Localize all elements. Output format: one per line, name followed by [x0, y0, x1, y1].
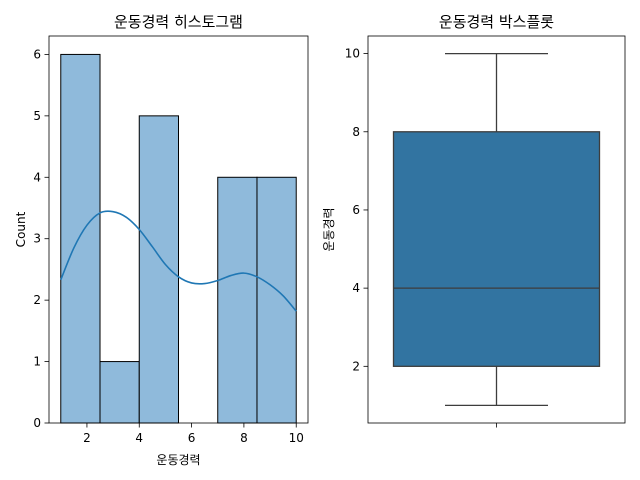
y-tick-label: 4: [352, 281, 360, 295]
histogram-bar: [217, 176, 258, 424]
x-tick-label: 8: [240, 431, 248, 445]
x-tick-label: 6: [188, 431, 196, 445]
histogram-bar: [60, 53, 101, 424]
histogram-panel: 운동경력 히스토그램 2 4 6 8 10 0 1 2 3 4 5 6 운동경력 Count: [14, 13, 309, 467]
x-tick-label: 10: [289, 431, 304, 445]
y-tick-label: 6: [33, 47, 41, 61]
histogram-bar: [138, 115, 179, 424]
y-tick-label: 3: [33, 232, 41, 246]
y-tick-label: 4: [33, 170, 41, 184]
histogram-bar: [256, 176, 297, 424]
histogram-x-label: 운동경력: [156, 453, 200, 467]
boxplot-y-ticks: 2 4 6 8 10: [345, 47, 368, 373]
histogram-bar: [99, 361, 140, 424]
histogram-x-ticks: 2 4 6 8 10: [83, 423, 304, 445]
kde-line: [60, 210, 297, 312]
y-tick-label: 2: [33, 293, 41, 307]
y-tick-label: 1: [33, 355, 41, 369]
x-tick-label: 2: [83, 431, 91, 445]
x-tick-label: 4: [135, 431, 143, 445]
y-tick-label: 10: [345, 47, 360, 61]
histogram-title: 운동경력 히스토그램: [114, 13, 243, 31]
boxplot-y-label: 운동경력: [322, 207, 336, 251]
y-tick-label: 8: [352, 125, 360, 139]
boxplot-body: [392, 52, 601, 407]
y-tick-label: 5: [33, 109, 41, 123]
y-tick-label: 6: [352, 203, 360, 217]
histogram-y-ticks: 0 1 2 3 4 5 6: [33, 47, 49, 430]
y-tick-label: 2: [352, 359, 360, 373]
histogram-y-label: Count: [14, 211, 28, 247]
histogram-bars: [60, 53, 297, 424]
boxplot-title: 운동경력 박스플롯: [439, 13, 554, 31]
box-iqr: [392, 131, 601, 367]
histogram-axes-frame: [48, 35, 309, 424]
y-tick-label: 0: [33, 416, 41, 430]
boxplot-panel: 운동경력 박스플롯 2 4 6 8 10 운동경력: [322, 13, 626, 428]
